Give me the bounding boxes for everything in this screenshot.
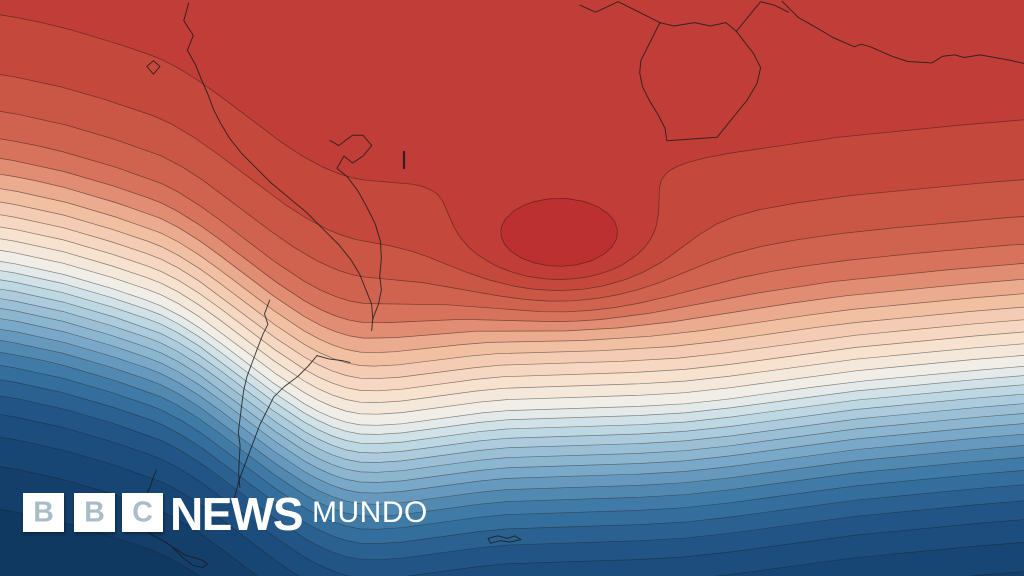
svg-text:B: B: [33, 496, 54, 528]
svg-text:B: B: [84, 496, 105, 528]
svg-text:C: C: [132, 496, 153, 528]
